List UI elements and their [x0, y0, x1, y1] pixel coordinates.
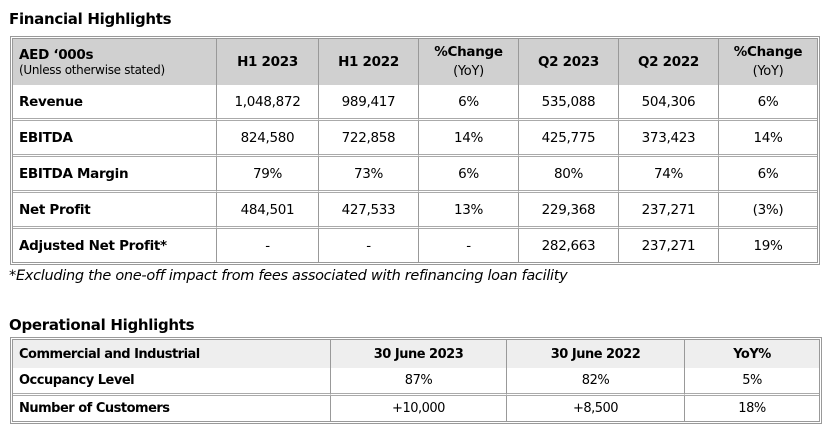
row-label: Number of Customers [13, 396, 331, 421]
value-cell: - [419, 229, 519, 262]
value-cell: 425,775 [519, 121, 619, 157]
change-label: %Change [434, 44, 503, 60]
header-yoy: YoY% [685, 340, 819, 368]
unit-label: AED ‘000s [19, 47, 94, 63]
value-cell: 14% [719, 121, 817, 157]
header-q2-2022: Q2 2022 [619, 39, 719, 85]
value-cell: 80% [519, 157, 619, 193]
value-cell: - [319, 229, 419, 262]
value-cell: 989,417 [319, 85, 419, 121]
value-cell: 73% [319, 157, 419, 193]
financial-highlights-title: Financial Highlights [9, 10, 172, 28]
value-cell: 722,858 [319, 121, 419, 157]
header-segment: Commercial and Industrial [13, 340, 331, 368]
row-label: EBITDA [13, 121, 217, 157]
value-cell: 6% [419, 157, 519, 193]
header-june-2022: 30 June 2022 [507, 340, 685, 368]
row-label: EBITDA Margin [13, 157, 217, 193]
operational-highlights-title: Operational Highlights [9, 316, 195, 334]
value-cell: 14% [419, 121, 519, 157]
header-h1-2023: H1 2023 [217, 39, 319, 85]
value-cell: 824,580 [217, 121, 319, 157]
value-cell: 5% [685, 368, 819, 396]
table-row: Occupancy Level 87% 82% 5% [13, 368, 819, 396]
row-label: Adjusted Net Profit* [13, 229, 217, 262]
value-cell: 74% [619, 157, 719, 193]
change-label: %Change [733, 44, 803, 60]
value-cell: 484,501 [217, 193, 319, 229]
header-h1-2022: H1 2022 [319, 39, 419, 85]
header-q2-change: %Change (YoY) [719, 39, 817, 85]
value-cell: (3%) [719, 193, 817, 229]
value-cell: 373,423 [619, 121, 719, 157]
value-cell: 6% [719, 157, 817, 193]
row-label: Revenue [13, 85, 217, 121]
value-cell: 18% [738, 401, 766, 416]
value-cell: 79% [217, 157, 319, 193]
table-row: Number of Customers +10,000 +8,500 18% [13, 396, 819, 421]
value-cell: 504,306 [619, 85, 719, 121]
value-cell: 82% [507, 368, 685, 396]
table-row: EBITDA 824,580 722,858 14% 425,775 373,423 14% [13, 121, 817, 157]
operational-highlights-table: Commercial and Industrial 30 June 2023 3… [10, 337, 822, 424]
value-cell: 535,088 [519, 85, 619, 121]
value-cell: 229,368 [519, 193, 619, 229]
header-unit-cell: AED ‘000s (Unless otherwise stated) [13, 39, 217, 85]
financial-highlights-table: AED ‘000s (Unless otherwise stated) H1 20… [10, 36, 820, 265]
table-row: Net Profit 484,501 427,533 13% 229,368 237,27… [13, 193, 817, 229]
table-row: EBITDA Margin 79% 73% 6% 80% 74% 6% [13, 157, 817, 193]
header-june-2023: 30 June 2023 [331, 340, 507, 368]
value-cell: 427,533 [319, 193, 419, 229]
table-header-row: AED ‘000s (Unless otherwise stated) H1 20… [13, 39, 817, 85]
yoy-label: (YoY) [453, 64, 484, 79]
footnote: *Excluding the one-off impact from fees … [9, 268, 568, 284]
header-h1-change: %Change (YoY) [419, 39, 519, 85]
value-cell: 87% [331, 368, 507, 396]
value-cell: 19% [753, 237, 783, 254]
value-cell: 1,048,872 [217, 85, 319, 121]
value-cell: 237,271 [619, 229, 719, 262]
value-cell: 237,271 [619, 193, 719, 229]
value-cell: 282,663 [519, 229, 619, 262]
value-cell: 13% [419, 193, 519, 229]
header-q2-2023: Q2 2023 [519, 39, 619, 85]
table-row: Revenue 1,048,872 989,417 6% 535,088 504,306 6… [13, 85, 817, 121]
value-cell: 6% [419, 85, 519, 121]
table-row: Adjusted Net Profit* - - -282,663 237,271 19% [13, 229, 817, 262]
value-cell: +10,000 [331, 396, 507, 421]
row-label: Net Profit [13, 193, 217, 229]
unit-sublabel: (Unless otherwise stated) [19, 63, 165, 77]
value-cell: +8,500 [507, 396, 685, 421]
yoy-label: (YoY) [752, 64, 784, 79]
table-header-row: Commercial and Industrial 30 June 2023 3… [13, 340, 819, 368]
value-cell: 6% [719, 85, 817, 121]
row-label: Occupancy Level [13, 368, 331, 396]
value-cell: - [217, 229, 319, 262]
